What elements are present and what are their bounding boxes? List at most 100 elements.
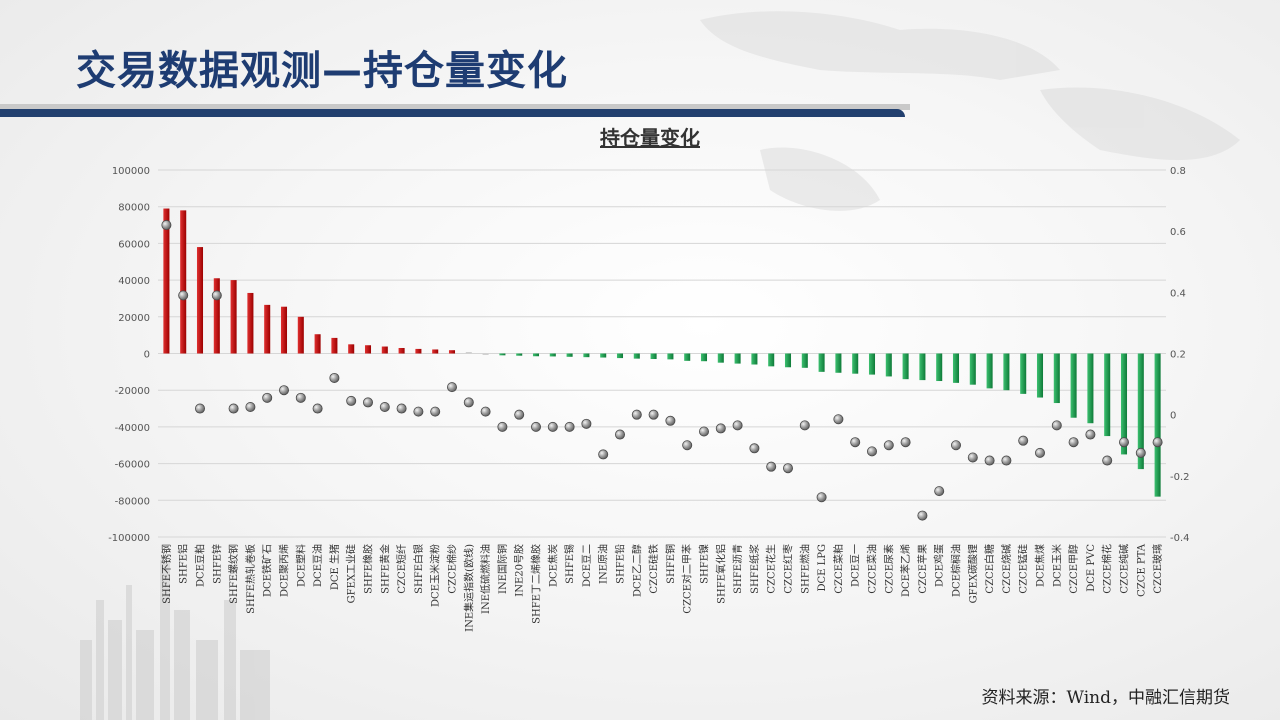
point (1102, 455, 1113, 466)
point (245, 402, 256, 413)
point (194, 403, 205, 414)
bar (717, 353, 724, 363)
bar (852, 353, 859, 374)
right-tick-label: 0 (1170, 411, 1176, 422)
bar (213, 278, 220, 354)
bar (583, 353, 590, 358)
category-label: CZCE短纤 (395, 544, 408, 594)
point (917, 510, 928, 521)
title-band-navy (0, 109, 905, 117)
bar (532, 353, 540, 357)
category-label: CZCE菜油 (866, 544, 879, 594)
right-tick-label: 0.8 (1170, 166, 1186, 177)
bar (751, 353, 758, 365)
title-underline-band (0, 104, 910, 117)
bar (768, 353, 775, 367)
right-tick-label: -0.2 (1170, 472, 1190, 483)
category-label: SHFE锡 (563, 544, 576, 584)
bar (919, 353, 926, 381)
bar (297, 316, 304, 354)
category-label: SHFE热轧卷板 (244, 544, 257, 614)
chart-title: 持仓量变化 (0, 122, 1280, 151)
point (749, 443, 760, 454)
category-label: CZCE棉纱 (446, 544, 459, 594)
point (531, 421, 542, 432)
point (295, 392, 306, 403)
category-label: DCE豆二 (581, 544, 593, 587)
point (816, 492, 827, 503)
bar (348, 344, 355, 354)
point (665, 415, 676, 426)
bar (1104, 353, 1111, 437)
category-label: DCE豆一 (850, 544, 862, 587)
bar (700, 353, 708, 362)
point (833, 414, 844, 425)
bar (280, 306, 288, 354)
category-label: CZCE红枣 (782, 544, 795, 594)
category-label: DCE焦炭 (546, 544, 559, 587)
point (682, 440, 693, 451)
point (1068, 437, 1079, 448)
left-tick-label: -20000 (115, 386, 150, 397)
category-label: CZCE花生 (765, 544, 778, 594)
point (362, 397, 373, 408)
title-band-gray (0, 104, 910, 110)
point (1152, 437, 1163, 448)
bar (1087, 353, 1094, 424)
bar (247, 292, 254, 354)
point (329, 372, 340, 383)
point (850, 437, 861, 448)
category-label: CZCE苹果 (916, 544, 929, 594)
category-label: CZCE PTA (1136, 543, 1147, 597)
bar (364, 345, 372, 354)
point (598, 449, 609, 460)
bar (448, 350, 456, 354)
left-tick-label: 60000 (118, 239, 150, 250)
bar (1154, 353, 1161, 497)
category-label: INE国际铜 (497, 544, 509, 594)
right-tick-label: -0.4 (1170, 533, 1190, 544)
point (446, 382, 457, 393)
point (346, 395, 357, 406)
category-label: SHFE镍 (698, 544, 711, 584)
point (430, 406, 441, 417)
category-label: SHFE螺纹钢 (227, 544, 240, 604)
bar (432, 349, 439, 354)
right-tick-label: 0.6 (1170, 227, 1186, 238)
bar (818, 353, 825, 372)
bar (650, 353, 657, 360)
category-label: DCE豆粕 (194, 544, 207, 587)
bar (566, 353, 573, 357)
bar (734, 353, 741, 364)
point (1018, 435, 1029, 446)
category-label: SHFE铅 (614, 544, 627, 584)
point (951, 440, 962, 451)
category-label: CZCE硅铁 (647, 544, 660, 594)
category-label: DCE玉米 (1050, 544, 1063, 587)
bar (936, 353, 943, 382)
point (413, 406, 424, 417)
category-label: DCE 生猪 (328, 544, 341, 590)
bar (196, 247, 204, 354)
category-label: SHFE铜 (665, 544, 677, 584)
bar (952, 353, 960, 383)
left-tick-label: 100000 (112, 166, 150, 177)
category-label: CZCE白糖 (983, 544, 996, 594)
category-label: SHFE燃油 (798, 544, 811, 594)
category-label: DCE乙二醇 (630, 544, 643, 597)
category-label: SHFE不锈钢 (160, 544, 173, 604)
point (766, 461, 777, 472)
point (564, 421, 575, 432)
category-label: INE原油 (597, 544, 610, 584)
bar (482, 353, 489, 355)
category-label: SHFE纸浆 (748, 544, 761, 594)
bar (1003, 353, 1010, 391)
category-label: CZCE锰硅 (1017, 544, 1030, 594)
bar (499, 353, 506, 356)
category-label: DCE铁矿石 (261, 544, 274, 597)
bar (835, 353, 842, 373)
bar (264, 304, 271, 354)
bar (684, 353, 691, 361)
category-label: DCE棕榈油 (950, 544, 963, 597)
category-label: SHFE橡胶 (362, 544, 375, 594)
